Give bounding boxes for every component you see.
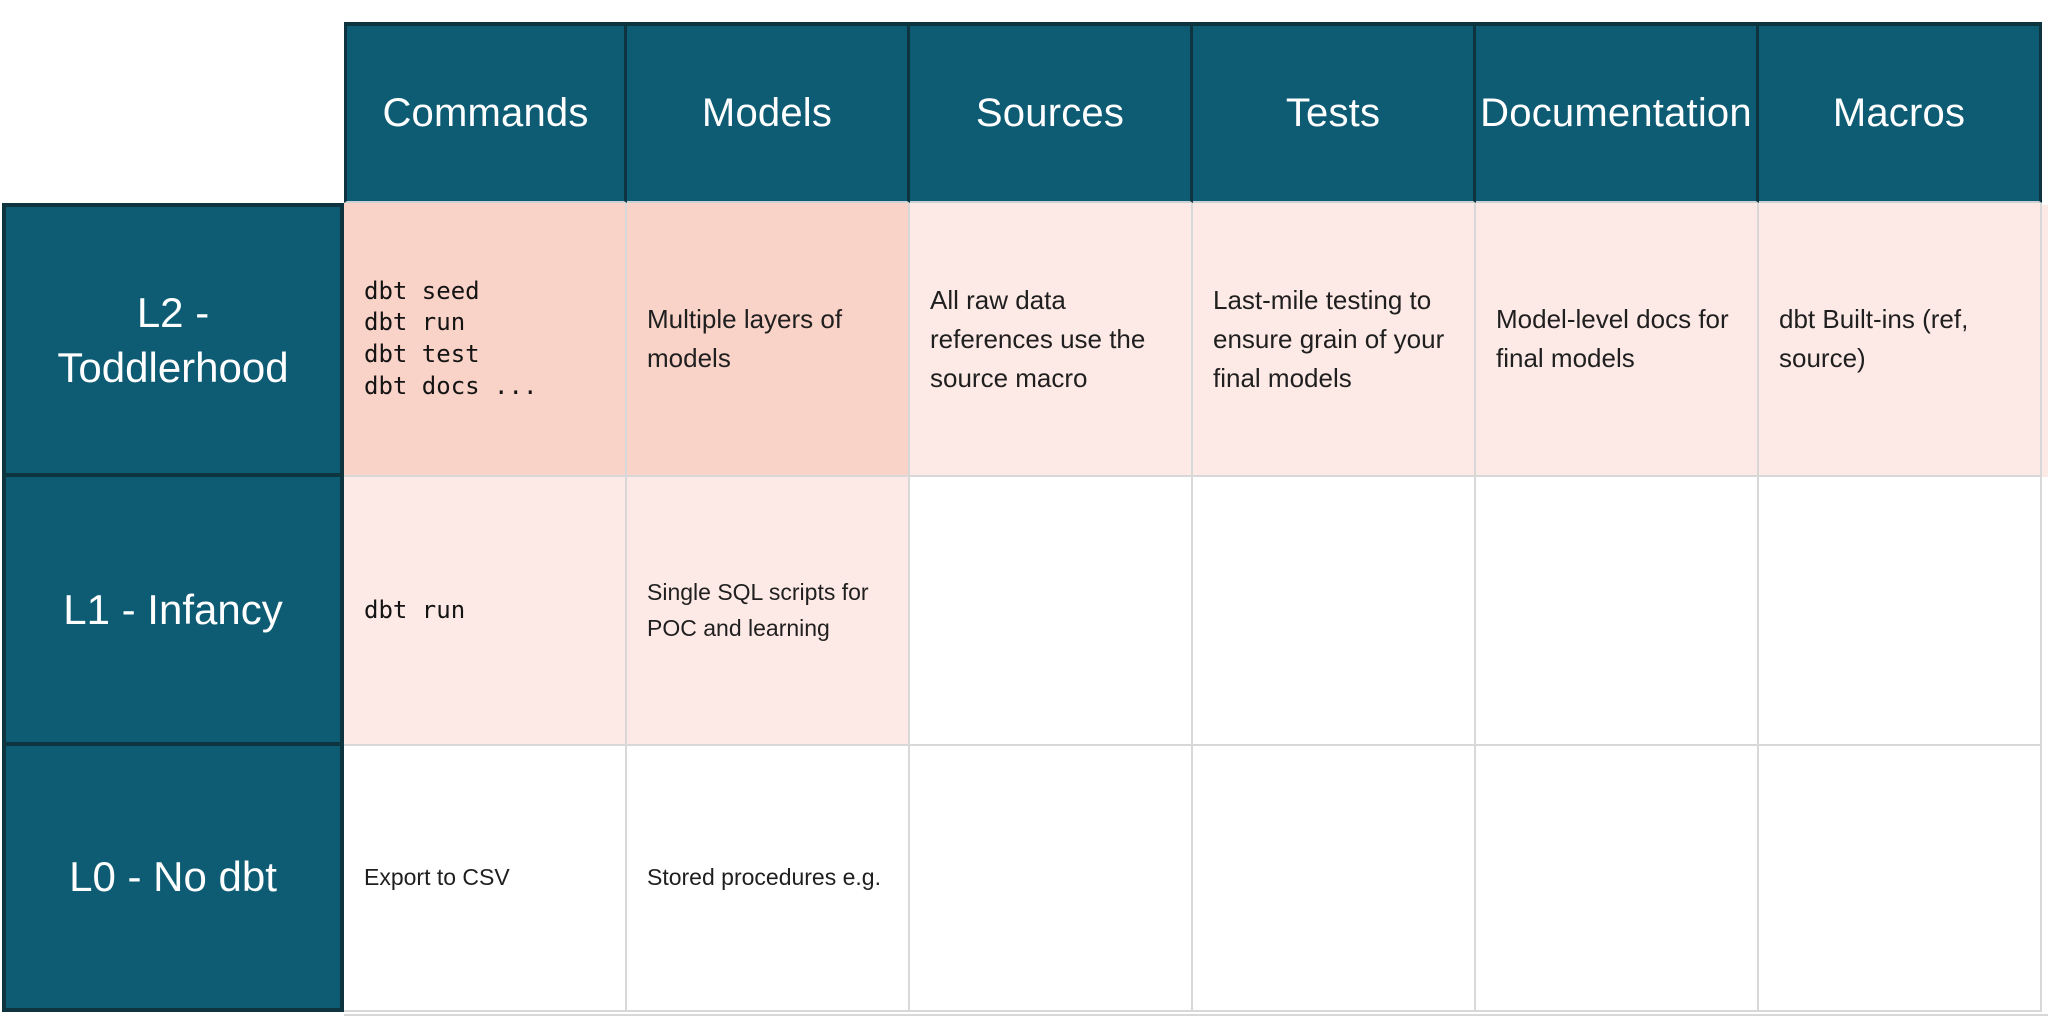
cell-l1-documentation: [1476, 477, 1759, 746]
column-header-models: Models: [627, 22, 910, 203]
cell-l1-tests: [1193, 477, 1476, 746]
cell-l0-tests: [1193, 746, 1476, 1012]
cell-l2-documentation: Model-level docs for final models: [1476, 203, 1759, 477]
row-header-l1-infancy: L1 - Infancy: [2, 477, 344, 746]
column-header-sources: Sources: [910, 22, 1193, 203]
cell-l1-models: Single SQL scripts for POC and learning: [627, 477, 910, 746]
table-right-edge-sliver: [2042, 205, 2048, 477]
cell-l0-macros: [1759, 746, 2042, 1012]
cell-l2-tests: Last-mile testing to ensure grain of you…: [1193, 203, 1476, 477]
column-header-documentation: Documentation: [1476, 22, 1759, 203]
cell-l2-sources: All raw data references use the source m…: [910, 203, 1193, 477]
cell-l1-macros: [1759, 477, 2042, 746]
cell-l1-sources: [910, 477, 1193, 746]
column-header-tests: Tests: [1193, 22, 1476, 203]
cropped-next-row-line: [344, 1014, 2048, 1016]
column-header-commands: Commands: [344, 22, 627, 203]
cell-l0-documentation: [1476, 746, 1759, 1012]
cell-l0-commands: Export to CSV: [344, 746, 627, 1012]
cell-l2-commands: dbt seed dbt run dbt test dbt docs ...: [344, 203, 627, 477]
row-header-l0-no-dbt: L0 - No dbt: [2, 746, 344, 1012]
cell-l2-models: Multiple layers of models: [627, 203, 910, 477]
cell-l1-commands: dbt run: [344, 477, 627, 746]
maturity-table: Commands Models Sources Tests Documentat…: [2, 22, 2042, 1012]
cell-l0-models: Stored procedures e.g.: [627, 746, 910, 1012]
corner-spacer: [2, 22, 344, 203]
column-header-macros: Macros: [1759, 22, 2042, 203]
cell-l2-macros: dbt Built-ins (ref, source): [1759, 203, 2042, 477]
cell-l0-sources: [910, 746, 1193, 1012]
row-header-l2-toddlerhood: L2 - Toddlerhood: [2, 203, 344, 477]
